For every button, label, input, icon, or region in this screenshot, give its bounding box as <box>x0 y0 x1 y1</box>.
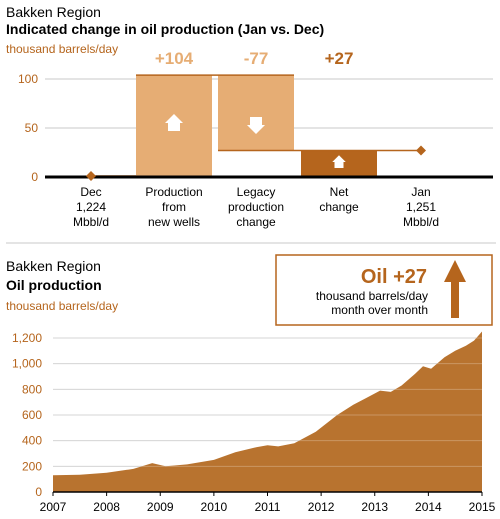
top-region-label: Bakken Region <box>6 4 101 20</box>
callout-box: Oil +27 thousand barrels/day month over … <box>275 254 493 326</box>
category-label-3: Net <box>330 185 349 199</box>
bottom-region-label: Bakken Region <box>6 258 101 274</box>
bar-legacy-change <box>218 75 294 151</box>
category-label-1: new wells <box>148 215 200 229</box>
bottom-xtick-label: 2013 <box>361 500 388 514</box>
value-label-1: +104 <box>155 49 194 68</box>
bottom-chart-title: Oil production <box>6 277 102 293</box>
category-label-4: Mbbl/d <box>403 215 439 229</box>
bottom-ytick-label: 600 <box>22 408 42 422</box>
arrow-down-icon <box>247 117 265 134</box>
category-label-3: change <box>319 200 359 214</box>
callout-line2: month over month <box>331 303 428 317</box>
category-label-1: from <box>162 200 186 214</box>
top-unit-label: thousand barrels/day <box>6 42 118 56</box>
bottom-ytick-label: 200 <box>22 459 42 473</box>
area-chart: 0 200 400 600 800 1,000 1,200 2007 2008 2009 2010 2… <box>12 331 496 514</box>
bottom-xtick-label: 2011 <box>255 500 281 514</box>
callout-line1: thousand barrels/day <box>316 289 428 303</box>
bottom-ytick-label: 0 <box>35 485 42 499</box>
callout-headline: Oil +27 <box>361 266 427 288</box>
arrow-up-icon <box>165 114 183 131</box>
top-ytick-label: 50 <box>25 121 39 135</box>
bottom-ytick-label: 1,000 <box>12 357 42 371</box>
top-chart-title: Indicated change in oil production (Jan … <box>6 21 324 37</box>
arrow-up-icon <box>444 260 466 318</box>
bottom-xtick-label: 2009 <box>147 500 174 514</box>
value-label-2: -77 <box>244 49 269 68</box>
bottom-xtick-label: 2012 <box>308 500 335 514</box>
category-label-0: 1,224 <box>76 200 106 214</box>
marker-dec <box>86 171 96 181</box>
bottom-xtick-label: 2010 <box>201 500 228 514</box>
bottom-xtick-label: 2007 <box>40 500 67 514</box>
bottom-ytick-label: 800 <box>22 382 42 396</box>
bottom-ytick-label: 1,200 <box>12 331 42 345</box>
bottom-unit-label: thousand barrels/day <box>6 299 118 313</box>
bottom-xtick-label: 2008 <box>93 500 120 514</box>
arrow-up-icon <box>332 155 346 168</box>
category-label-4: Jan <box>411 185 430 199</box>
bottom-ytick-label: 400 <box>22 434 42 448</box>
production-area <box>53 331 482 492</box>
value-label-3: +27 <box>325 49 354 68</box>
category-label-4: 1,251 <box>406 200 436 214</box>
top-ytick-label: 0 <box>31 170 38 184</box>
category-label-2: Legacy <box>237 185 276 199</box>
category-label-2: change <box>236 215 276 229</box>
category-label-2: production <box>228 200 284 214</box>
bottom-xtick-label: 2014 <box>415 500 442 514</box>
category-label-0: Dec <box>80 185 101 199</box>
category-label-1: Production <box>145 185 202 199</box>
category-label-0: Mbbl/d <box>73 215 109 229</box>
bottom-xtick-label: 2015 <box>469 500 496 514</box>
top-ytick-label: 100 <box>18 72 38 86</box>
marker-jan <box>416 145 426 156</box>
